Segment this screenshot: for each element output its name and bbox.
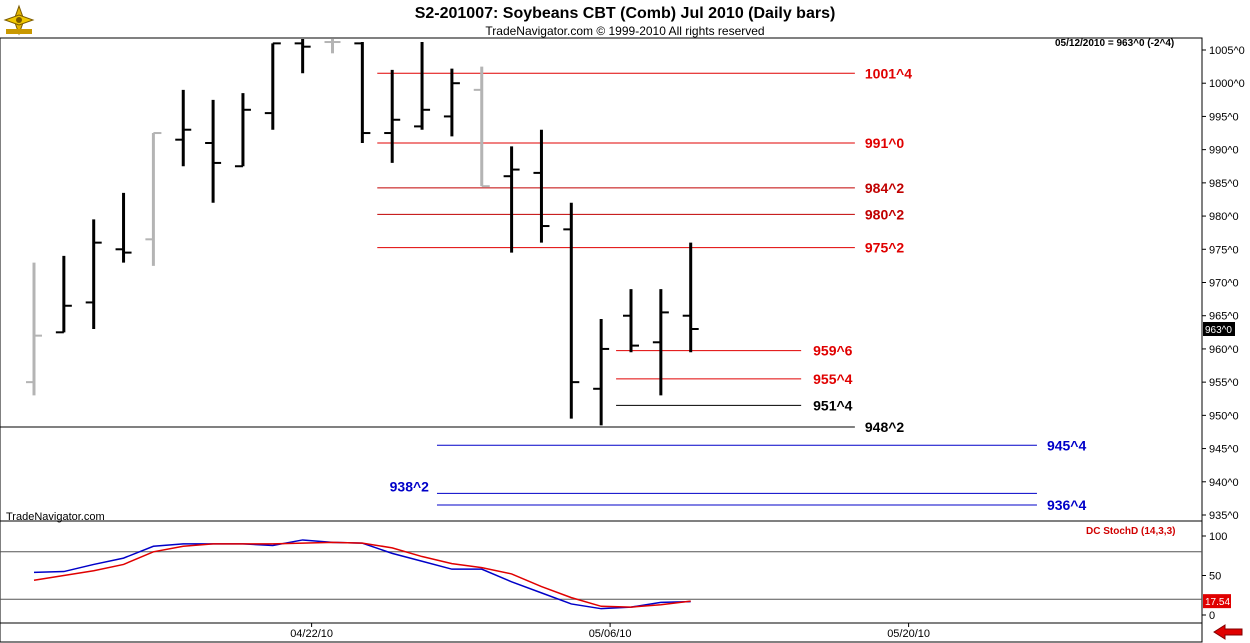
- level-label: 945^4: [1047, 437, 1087, 453]
- price-axis-label: 970^0: [1209, 278, 1239, 290]
- ohlc-bar: [623, 289, 639, 353]
- copyright-subtitle: TradeNavigator.com © 1999-2010 All right…: [485, 24, 765, 38]
- red-left-arrow-icon[interactable]: [1213, 624, 1243, 640]
- stoch-last-label: 17.54: [1205, 597, 1230, 608]
- price-axis-label: 965^0: [1209, 311, 1239, 323]
- ohlc-bar: [55, 255, 72, 334]
- indicator-label: DC StochD (14,3,3): [1086, 526, 1176, 537]
- price-axis-label: 985^0: [1209, 178, 1239, 190]
- time-axis-label: 05/20/10: [887, 628, 930, 640]
- level-label: 984^2: [865, 180, 905, 196]
- level-label: 951^4: [813, 397, 853, 413]
- price-axis-label: 980^0: [1209, 211, 1239, 223]
- ohlc-bar: [503, 146, 520, 253]
- price-axis-label: 935^0: [1209, 510, 1239, 522]
- level-label: 959^6: [813, 343, 853, 359]
- ohlc-bar: [533, 129, 550, 243]
- last-price-label: 963^0: [1205, 325, 1232, 336]
- level-label: 936^4: [1047, 497, 1087, 513]
- stoch-axis-label: 0: [1209, 610, 1215, 622]
- ohlc-bar: [145, 132, 162, 266]
- ohlc-bar: [234, 93, 251, 168]
- ohlc-bar: [205, 99, 222, 203]
- ohlc-bar: [175, 89, 192, 167]
- price-axis-label: 975^0: [1209, 244, 1239, 256]
- level-label: 975^2: [865, 240, 905, 256]
- stoch-line: [33, 539, 691, 610]
- ohlc-bar: [563, 202, 580, 419]
- price-axis-label: 960^0: [1209, 344, 1239, 356]
- level-label: 938^2: [390, 478, 430, 494]
- time-axis-label: 05/06/10: [589, 628, 632, 640]
- level-label: 980^2: [865, 206, 905, 222]
- ohlc-bar: [682, 242, 699, 353]
- ohlc-bar: [26, 262, 42, 396]
- last-price-status: 05/12/2010 = 963^0 (-2^4): [1055, 38, 1175, 49]
- ohlc-bar: [354, 42, 371, 143]
- stoch-line: [33, 541, 691, 608]
- ohlc-bar: [443, 68, 460, 137]
- ohlc-bar: [473, 66, 490, 188]
- level-label: 948^2: [865, 419, 905, 435]
- price-axis-label: 950^0: [1209, 410, 1239, 422]
- price-axis-label: 945^0: [1209, 444, 1239, 456]
- stoch-axis-label: 50: [1209, 571, 1221, 583]
- chart-title: S2-201007: Soybeans CBT (Comb) Jul 2010 …: [414, 5, 836, 22]
- level-label: 1001^4: [865, 65, 912, 81]
- price-axis-label: 940^0: [1209, 477, 1239, 489]
- trade-navigator-logo-icon[interactable]: [2, 4, 36, 36]
- stoch-last-box: [1203, 594, 1231, 609]
- ohlc-bar: [264, 42, 281, 130]
- last-price-box: [1203, 322, 1235, 336]
- ohlc-bar: [384, 69, 401, 163]
- watermark: TradeNavigator.com: [6, 511, 105, 523]
- stoch-axis-label: 100: [1209, 531, 1227, 543]
- price-axis-label: 990^0: [1209, 145, 1239, 157]
- ohlc-bar: [324, 39, 341, 54]
- level-label: 991^0: [865, 135, 905, 151]
- ohlc-bar: [652, 289, 669, 396]
- price-axis-label: 955^0: [1209, 377, 1239, 389]
- level-label: 955^4: [813, 371, 853, 387]
- ohlc-bar: [115, 192, 132, 263]
- ohlc-bar: [85, 219, 102, 329]
- time-axis-label: 04/22/10: [290, 628, 333, 640]
- ohlc-bar: [593, 319, 610, 426]
- price-axis-label: 1000^0: [1209, 78, 1245, 90]
- ohlc-bar: [294, 39, 311, 74]
- price-axis-label: 995^0: [1209, 111, 1239, 123]
- price-axis-label: 1005^0: [1209, 45, 1245, 57]
- ohlc-bar: [414, 42, 431, 130]
